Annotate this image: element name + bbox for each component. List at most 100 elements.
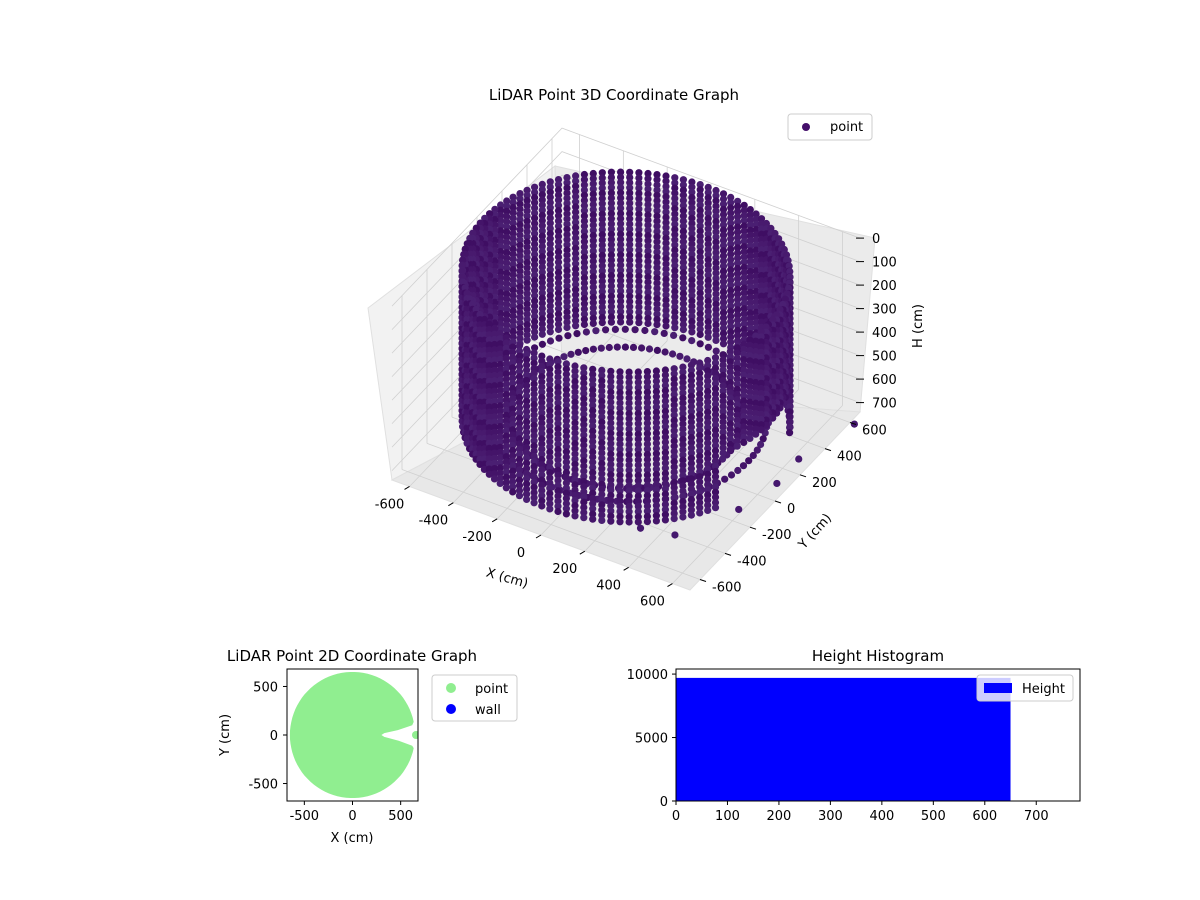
point-3d <box>626 194 634 202</box>
point-3d <box>634 373 642 381</box>
point-3d <box>653 171 661 179</box>
point-3d <box>661 500 670 508</box>
point-3d <box>762 219 771 228</box>
point-3d <box>719 361 727 369</box>
point-3d <box>670 406 678 414</box>
point-3d <box>497 294 505 302</box>
point-3d <box>634 451 642 459</box>
point-3d <box>625 456 633 464</box>
point-3d <box>687 459 696 467</box>
point-3d <box>554 186 563 194</box>
point-3d <box>634 482 642 490</box>
point-3d <box>580 400 588 408</box>
point-3d <box>491 319 499 327</box>
point-3d <box>496 335 504 343</box>
point-3d <box>652 460 661 468</box>
point-3d <box>635 257 643 265</box>
point-3d <box>652 393 661 401</box>
x-tick-3d <box>535 534 542 539</box>
point-3d <box>696 493 704 501</box>
point-3d <box>572 280 580 289</box>
point-3d <box>687 402 696 411</box>
point-3d <box>538 258 546 266</box>
point-3d <box>491 216 499 224</box>
point-3d <box>696 315 704 323</box>
point-3d <box>696 369 704 377</box>
point-3d <box>580 300 589 308</box>
point-3d <box>704 475 712 483</box>
point-3d <box>598 241 606 249</box>
point-3d <box>592 327 600 335</box>
point-3d <box>670 365 678 373</box>
point-3d <box>523 217 531 225</box>
point-3d <box>688 323 696 331</box>
point-3d <box>688 297 696 305</box>
point-3d <box>719 195 728 203</box>
point-3d <box>653 202 661 210</box>
point-3d <box>676 352 684 360</box>
point-3d <box>607 230 616 238</box>
point-3d <box>704 214 712 222</box>
point-3d <box>607 184 616 192</box>
point-3d <box>752 332 760 340</box>
point-3d <box>562 396 571 404</box>
point-3d <box>644 257 652 265</box>
point-3d <box>704 439 712 447</box>
point-3d <box>485 413 493 421</box>
point-3d <box>598 169 606 177</box>
point-3d <box>719 428 727 436</box>
point-3d <box>554 383 562 391</box>
point-3d <box>580 364 588 372</box>
point-3d <box>491 309 499 317</box>
point-3d <box>509 462 517 470</box>
point-3d <box>502 411 510 419</box>
point-3d <box>662 250 670 258</box>
point-3d <box>712 248 720 257</box>
point-3d <box>509 302 517 310</box>
point-3d <box>481 214 489 222</box>
point-3d <box>740 300 748 308</box>
point-3d <box>589 365 597 373</box>
point-3d <box>662 203 670 211</box>
point-3d <box>757 215 766 223</box>
point-3d <box>752 368 760 376</box>
point-3d <box>571 440 579 448</box>
point-3d <box>688 271 696 279</box>
point-3d <box>746 429 754 437</box>
point-3d <box>503 285 511 293</box>
point-3d <box>538 237 546 245</box>
point-3d <box>546 209 554 217</box>
point-3d <box>644 242 652 250</box>
point-3d <box>757 390 765 398</box>
point-3d <box>531 302 539 310</box>
point-3d <box>679 435 687 443</box>
point-3d <box>523 222 531 231</box>
point-3d <box>679 446 687 454</box>
point-3d <box>783 290 791 298</box>
point-3d <box>589 443 597 451</box>
point-3d <box>679 300 688 308</box>
point-3d <box>523 321 531 329</box>
point-3d <box>653 176 661 184</box>
point-3d <box>696 400 704 408</box>
point-3d <box>598 387 606 395</box>
point-3d <box>598 377 606 385</box>
point-3d <box>598 418 606 426</box>
point-3d <box>625 430 633 438</box>
point-3d <box>625 477 633 485</box>
point-3d <box>687 485 696 493</box>
point-3d <box>572 234 580 242</box>
point-3d <box>554 445 562 454</box>
point-3d <box>696 504 704 512</box>
point-3d <box>626 308 634 316</box>
point-3d <box>643 419 652 427</box>
point-3d <box>598 257 606 265</box>
point-3d <box>752 415 760 423</box>
point-3d <box>679 503 687 511</box>
point-3d <box>727 219 735 227</box>
point-3d <box>704 194 712 202</box>
point-3d <box>712 274 720 282</box>
point-3d <box>757 343 765 351</box>
point-3d <box>497 206 505 214</box>
